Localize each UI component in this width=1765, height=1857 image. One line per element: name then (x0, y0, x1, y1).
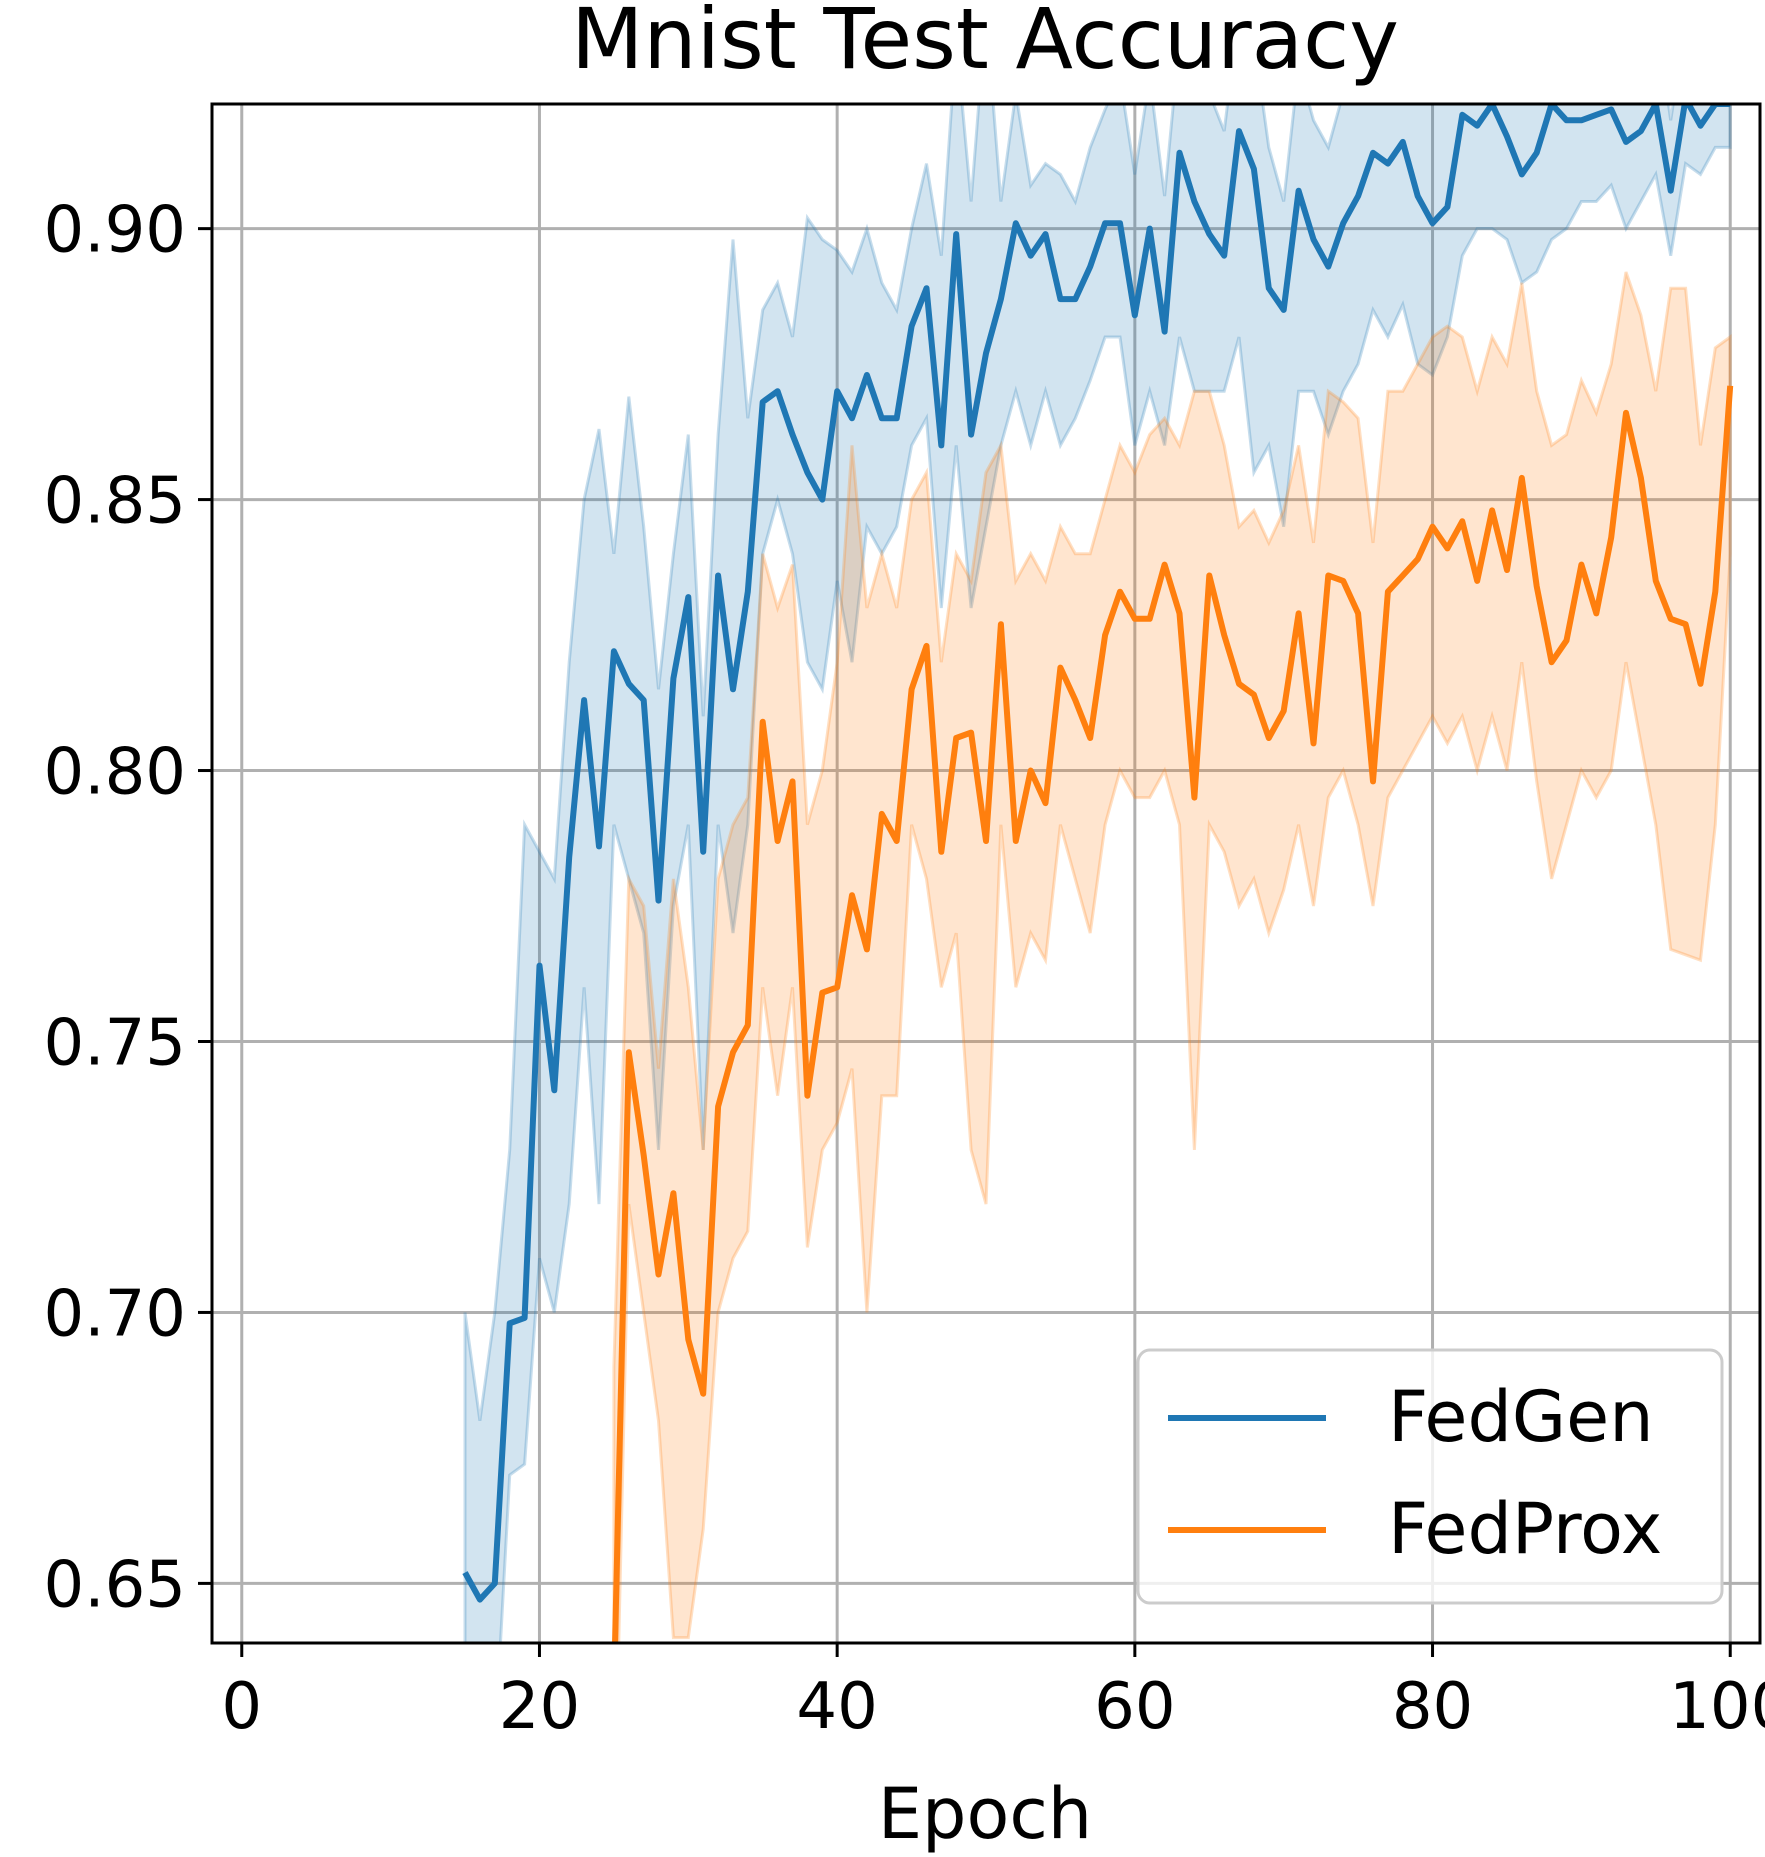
legend-label-fedprox: FedProx (1388, 1488, 1662, 1570)
y-tick-label: 0.70 (44, 1277, 187, 1351)
y-tick-label: 0.80 (44, 736, 187, 810)
legend: FedGen FedProx (1136, 1348, 1724, 1605)
grid (212, 104, 1760, 1643)
plot-frame (210, 102, 1762, 1645)
y-tick-label: 0.75 (44, 1006, 187, 1080)
band-fedprox (612, 271, 1732, 1643)
y-tick-label: 0.85 (44, 465, 187, 539)
axis-ticks: 0 20 40 60 80 100 0.65 0.70 0.75 0.80 0.85 0.90 (44, 194, 1765, 1744)
x-tick-label: 80 (1392, 1670, 1473, 1744)
x-tick-label: 60 (1094, 1670, 1175, 1744)
x-tick-label: 40 (796, 1670, 877, 1744)
line-fedgen (462, 104, 1731, 1603)
x-axis-label: Epoch (878, 1773, 1092, 1855)
legend-label-fedgen: FedGen (1388, 1376, 1654, 1458)
y-tick-label: 0.65 (44, 1548, 187, 1622)
x-tick-label: 0 (221, 1670, 262, 1744)
legend-box (1136, 1348, 1724, 1605)
x-tick-label: 100 (1669, 1670, 1765, 1744)
x-tick-label: 20 (499, 1670, 580, 1744)
chart-title: Mnist Test Accuracy (571, 0, 1399, 88)
band-fedgen (463, 104, 1732, 1643)
series-lines (462, 104, 1734, 1643)
confidence-bands (463, 104, 1732, 1643)
y-tick-label: 0.90 (44, 194, 187, 268)
line-fedprox (612, 385, 1734, 1643)
